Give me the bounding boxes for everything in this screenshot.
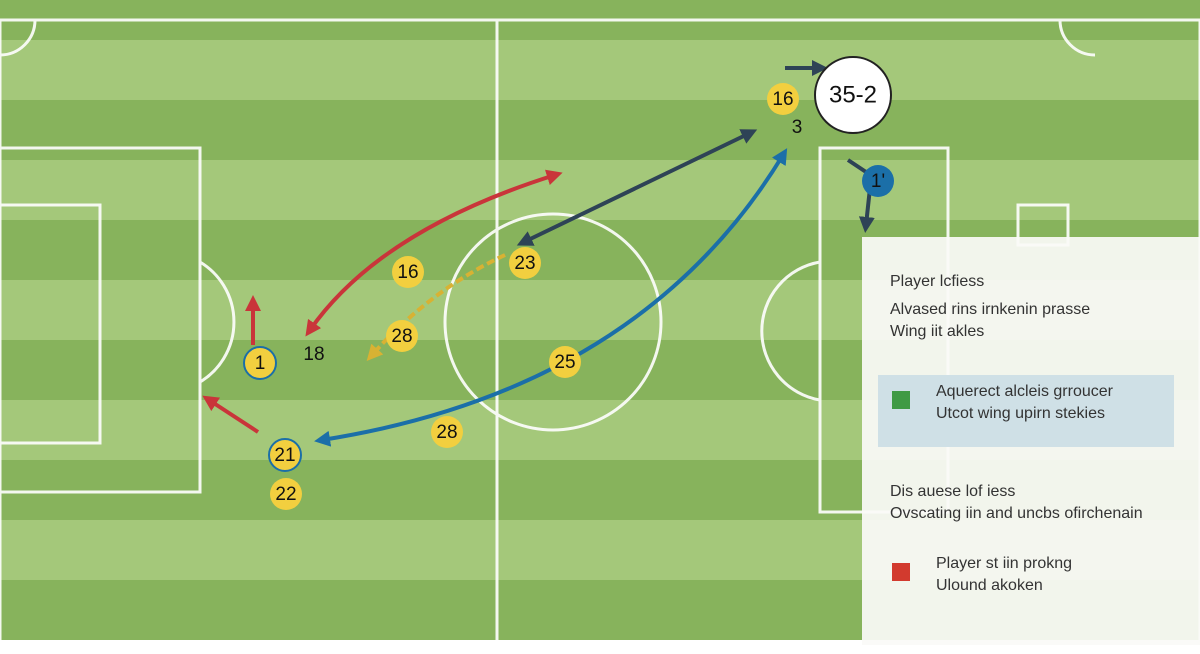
arrows	[202, 60, 882, 447]
score-text: 35-2	[829, 81, 877, 108]
stripe	[0, 100, 1200, 160]
legend-swatch	[892, 563, 910, 581]
player-number: 18	[303, 344, 324, 365]
player-number: 16	[772, 89, 793, 110]
player-token	[431, 416, 463, 448]
legend-swatch	[892, 391, 910, 409]
player-number: 1	[255, 353, 266, 374]
player-token	[270, 478, 302, 510]
player-number: 28	[391, 326, 412, 347]
stripe	[0, 40, 1200, 100]
player-token	[549, 346, 581, 378]
stripe	[0, 160, 1200, 220]
player-token	[509, 247, 541, 279]
legend-text: Ulound akoken	[936, 577, 1043, 594]
panel-line: Wing iit akles	[890, 323, 985, 340]
legend-text: Aquerect alcleis grroucer	[936, 383, 1113, 400]
panel-title: Player lcfiess	[890, 273, 985, 290]
player-number: 22	[275, 484, 296, 505]
player-token	[268, 438, 302, 472]
player-number: 3	[792, 117, 803, 138]
legend-item: Player st iin prokng Ulound akoken	[878, 547, 1174, 619]
player-number: 25	[554, 352, 575, 373]
panel-line: Alvased rins irnkenin prasse	[890, 301, 1091, 318]
player-token	[243, 346, 277, 380]
legend-item: Aquerect alcleis grroucer Utcot wing upir…	[878, 375, 1174, 447]
player-token	[862, 165, 894, 197]
player-number: 28	[436, 422, 457, 443]
legend-text: Utcot wing upirn stekies	[936, 405, 1105, 422]
score-badge	[814, 56, 892, 134]
player-token	[767, 83, 799, 115]
legend-text: Ovscating iin and uncbs ofirchenain	[890, 505, 1143, 522]
player-number: 21	[274, 445, 295, 466]
legend-text: Dis auese lof iess	[890, 483, 1016, 500]
info-panel: Player lcfiess Alvased rins irnkenin pra…	[862, 237, 1200, 645]
player-number: 23	[514, 253, 535, 274]
player-token	[392, 256, 424, 288]
legend-item: Dis auese lof iess Ovscating iin and uncb…	[878, 475, 1174, 547]
player-number: 16	[397, 262, 418, 283]
player-number: 1'	[871, 171, 885, 192]
player-token	[386, 320, 418, 352]
legend-text: Player st iin prokng	[936, 555, 1073, 572]
